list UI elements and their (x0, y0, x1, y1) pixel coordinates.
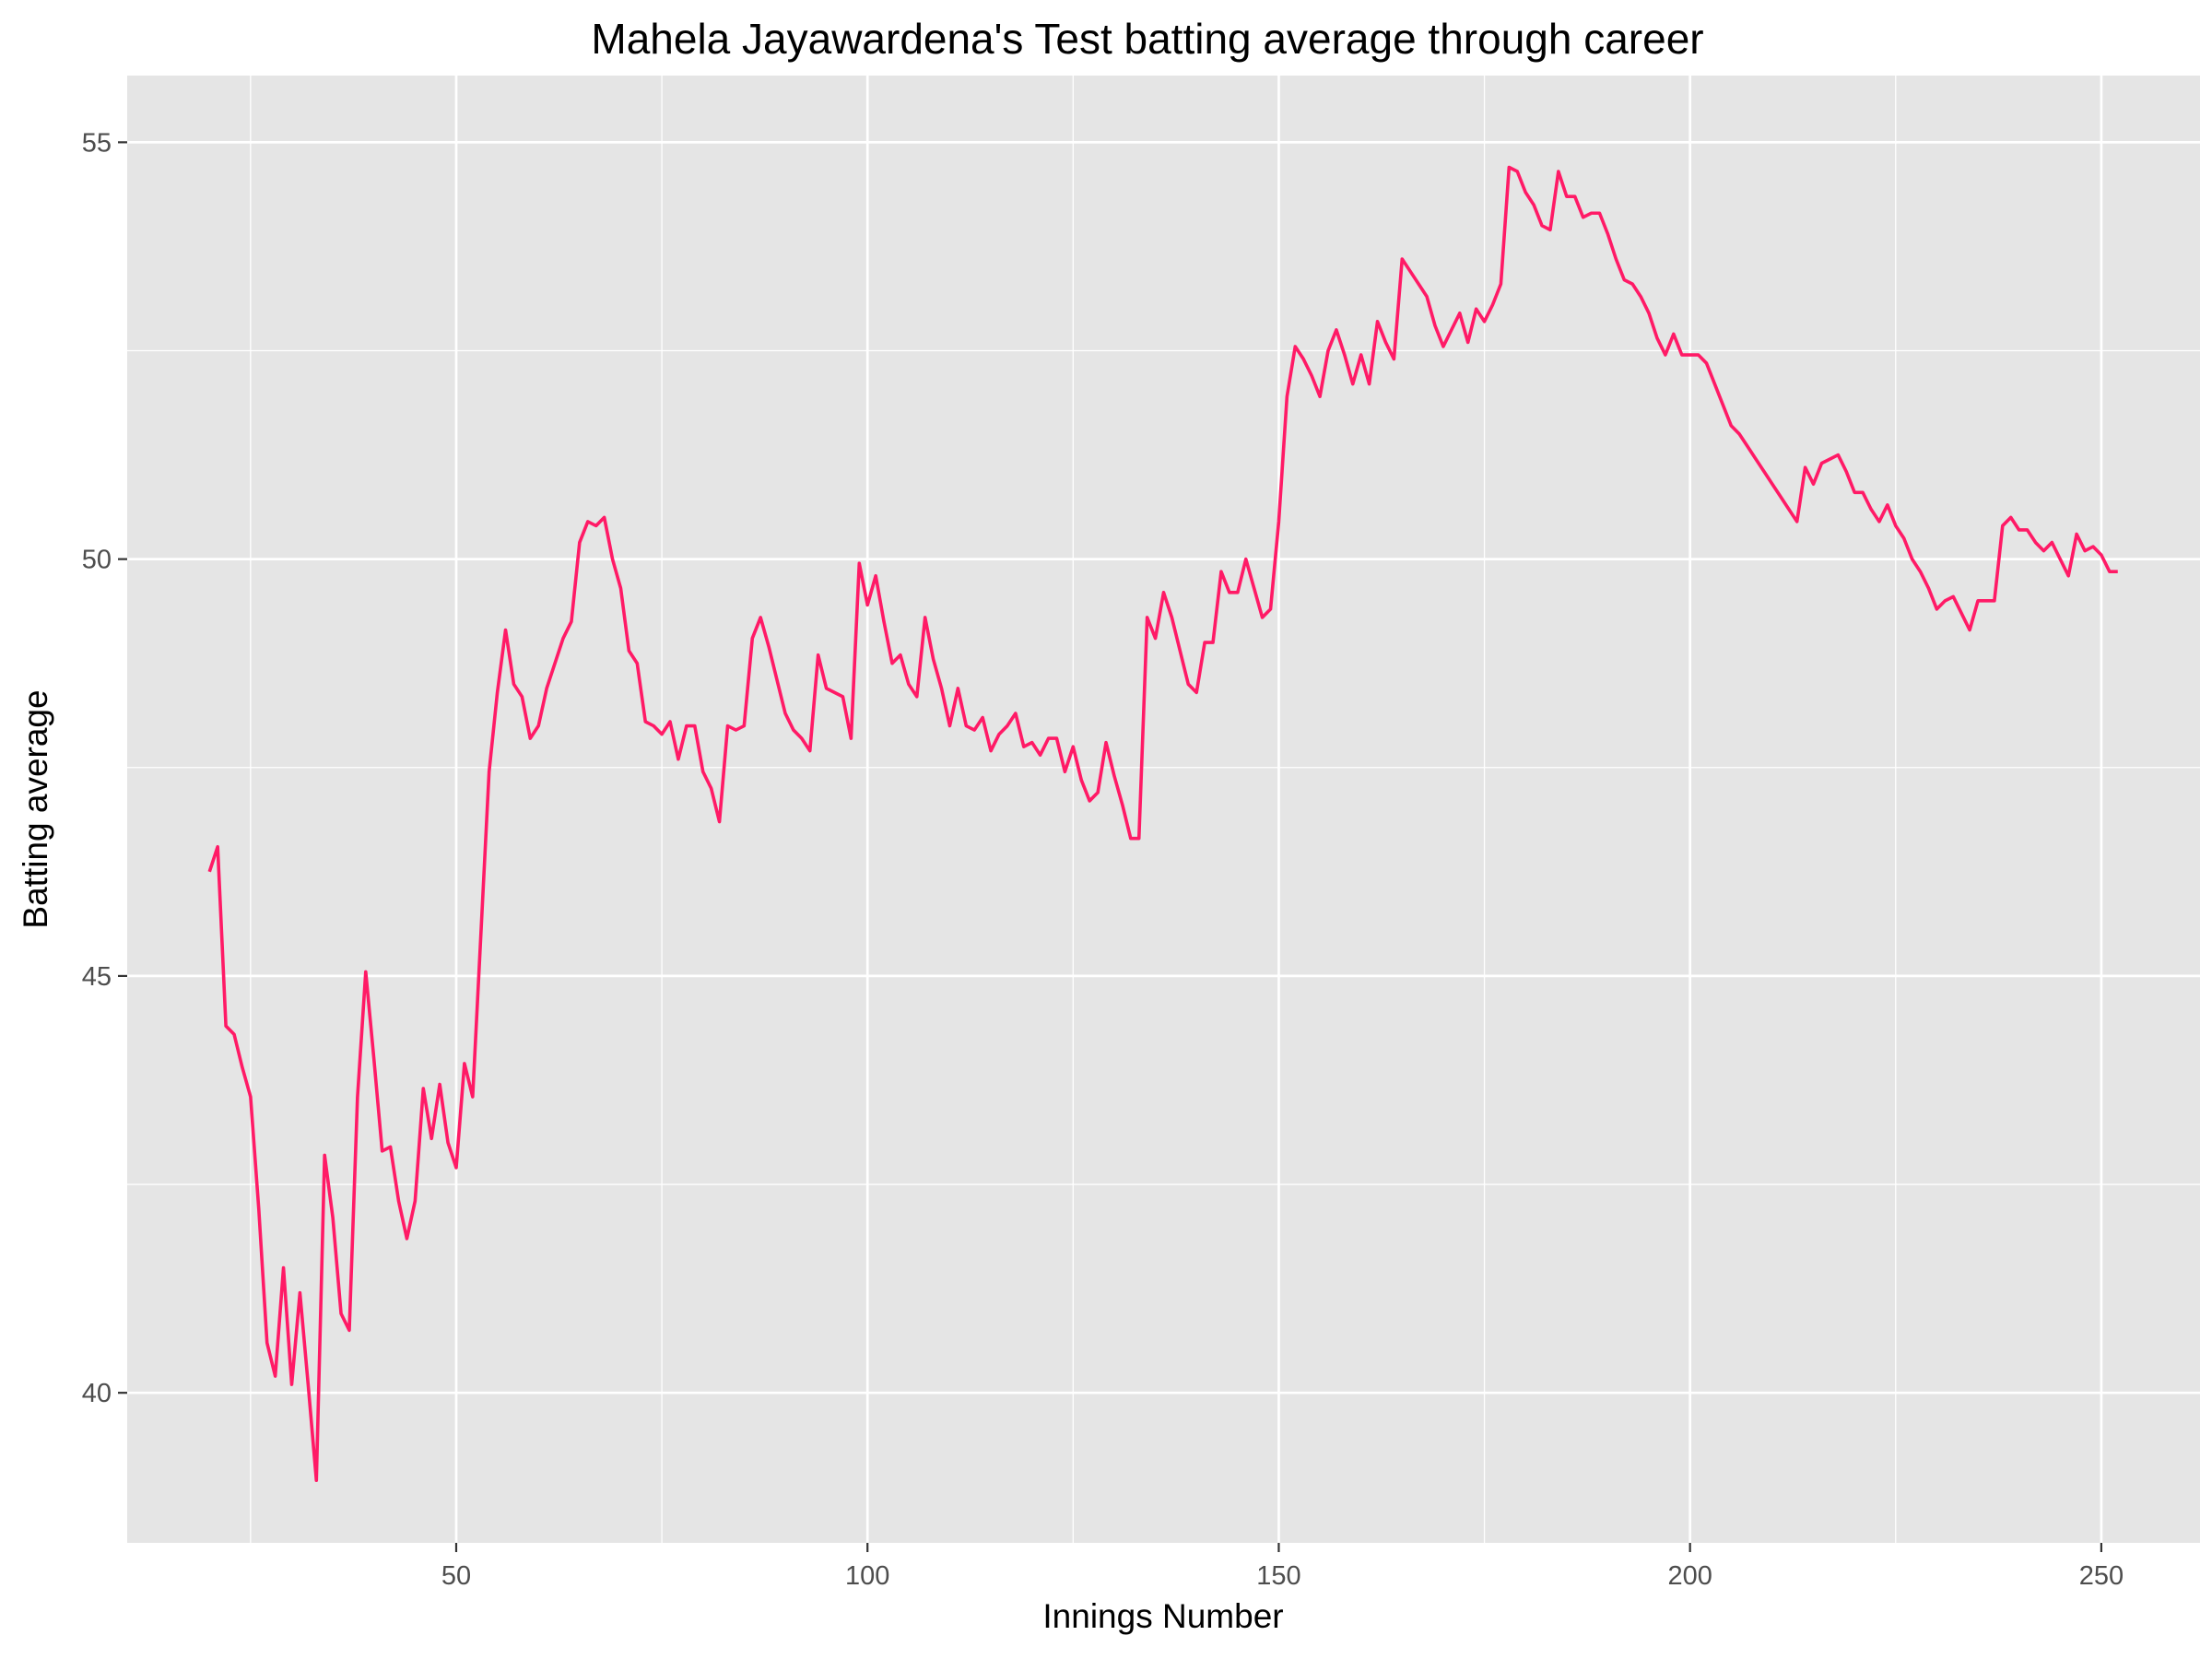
chart-title: Mahela Jayawardena's Test batting averag… (591, 15, 1703, 63)
x-tick-label: 150 (1256, 1561, 1300, 1591)
plot-panel (127, 76, 2200, 1543)
x-tick-label: 250 (2079, 1561, 2124, 1591)
x-tick-label: 50 (441, 1561, 471, 1591)
y-tick-label: 55 (82, 128, 112, 158)
x-axis-title: Innings Number (1042, 1597, 1283, 1635)
major-gridlines (127, 76, 2200, 1543)
y-tick-label: 45 (82, 962, 112, 992)
y-axis: 40 45 50 55 (82, 128, 127, 1408)
x-tick-label: 100 (845, 1561, 889, 1591)
series-layer (207, 165, 2118, 1482)
series-line (207, 165, 2118, 1482)
y-tick-label: 40 (82, 1379, 112, 1408)
y-axis-title: Batting average (17, 689, 54, 928)
y-tick-label: 50 (82, 546, 112, 575)
x-tick-label: 200 (1667, 1561, 1712, 1591)
x-axis: 50 100 150 200 250 (441, 1543, 2124, 1591)
